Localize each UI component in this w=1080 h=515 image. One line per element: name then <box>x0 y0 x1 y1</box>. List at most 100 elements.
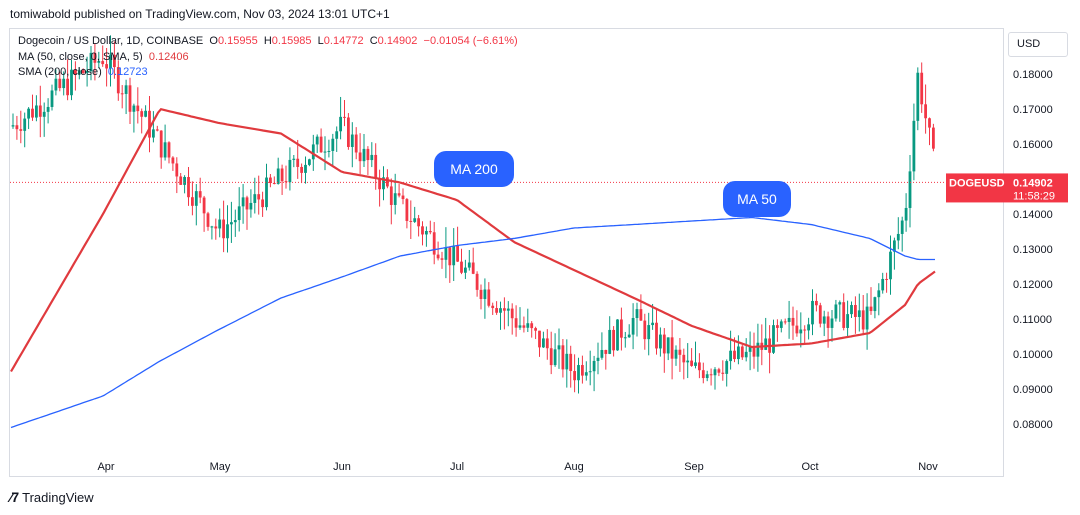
candle-body <box>834 304 838 319</box>
candle-body <box>347 117 350 147</box>
candle-body <box>272 183 276 185</box>
price-tick-label: 0.17000 <box>1013 104 1053 116</box>
candle-body <box>503 308 506 311</box>
price-tick-label: 0.09000 <box>1013 384 1053 396</box>
candle-body <box>822 316 826 324</box>
candle-body <box>475 273 479 290</box>
candle-body <box>612 329 615 351</box>
candle-body <box>460 261 463 273</box>
price-tag-box <box>946 173 1068 203</box>
candle-body <box>842 302 846 328</box>
candle-body <box>616 319 619 351</box>
candle-body <box>690 360 693 366</box>
price-tick-label: 0.08000 <box>1013 419 1053 431</box>
candle-body <box>136 105 140 112</box>
candle-body <box>194 191 198 206</box>
candle-body <box>198 191 202 198</box>
candle-body <box>924 104 927 119</box>
candle-body <box>752 346 756 357</box>
candle-body <box>896 233 900 241</box>
candle-body <box>440 258 444 260</box>
last-price-tag: DOGEUSD 0.14902 11:58:29 <box>946 173 1068 203</box>
legend-ma-row[interactable]: MA (50, close, 0, SMA, 5) 0.12406 <box>18 50 518 66</box>
candle-body <box>280 168 284 182</box>
candle-body <box>561 345 565 370</box>
candle-body <box>487 289 491 306</box>
candle-body <box>15 125 19 130</box>
candle-body <box>77 70 81 75</box>
candle-body <box>175 163 179 177</box>
chart-legend: Dogecoin / US Dollar, 1D, COINBASE O0.15… <box>18 34 518 81</box>
candle-body <box>261 199 264 208</box>
candle-body <box>292 158 296 160</box>
legend-o-label: O <box>209 35 218 47</box>
candle-body <box>881 278 885 291</box>
candle-body <box>608 329 612 354</box>
candle-body <box>857 310 861 317</box>
candle-body <box>206 213 210 227</box>
legend-sma-label: SMA (200, close) <box>18 66 102 78</box>
candle-body <box>861 310 865 330</box>
candle-body <box>315 136 319 145</box>
candle-body <box>900 220 904 234</box>
candle-body <box>799 329 803 334</box>
price-tag-symbol: DOGEUSD <box>949 177 1005 189</box>
candle-body <box>296 158 300 167</box>
legend-sma-row[interactable]: SMA (200, close) 0.12723 <box>18 65 518 81</box>
candle-body <box>253 194 257 203</box>
candle-body <box>639 309 643 321</box>
candle-body <box>319 136 323 153</box>
candle-body <box>257 194 261 200</box>
publisher-caption: tomiwabold published on TradingView.com,… <box>10 7 390 21</box>
candle-body <box>386 177 389 187</box>
candle-body <box>635 309 639 319</box>
candle-body <box>132 105 136 112</box>
ma200-label: MA 200 <box>450 161 498 177</box>
candle-body <box>448 247 452 266</box>
chart-pane[interactable] <box>9 28 1004 477</box>
price-axis: 0.180000.170000.160000.150000.140000.130… <box>1013 69 1053 431</box>
candle-body <box>105 64 108 69</box>
legend-h-label: H <box>263 35 272 47</box>
candle-body <box>265 177 268 208</box>
tradingview-brand: TradingView <box>22 489 94 505</box>
currency-selector[interactable]: USD <box>1008 32 1068 57</box>
price-tick-label: 0.13000 <box>1013 244 1053 256</box>
candle-body <box>140 111 144 117</box>
tradingview-logo-icon: ⁄7 <box>10 489 19 505</box>
candle-body <box>904 207 908 221</box>
candle-body <box>128 85 132 112</box>
candle-body <box>912 120 916 172</box>
tradingview-footer[interactable]: ⁄7 TradingView <box>10 489 94 505</box>
candle-body <box>183 177 186 185</box>
candle-body <box>483 289 487 299</box>
candle-body <box>467 262 471 268</box>
candle-body <box>187 177 190 198</box>
candle-body <box>171 157 175 164</box>
candle-body <box>725 361 729 374</box>
ma50-annotation: MA 50 <box>723 181 791 217</box>
candle-body <box>70 69 73 96</box>
candle-body <box>826 316 830 328</box>
candle-body <box>928 118 931 128</box>
candle-body <box>354 134 358 153</box>
candle-body <box>627 334 631 338</box>
candle-body <box>428 230 432 233</box>
candle-body <box>27 108 30 119</box>
candle-body <box>850 305 853 315</box>
legend-symbol[interactable]: Dogecoin / US Dollar, 1D, COINBASE <box>18 35 204 47</box>
candle-body <box>155 129 159 131</box>
candle-body <box>74 69 77 75</box>
candle-body <box>744 351 748 358</box>
candle-body <box>300 166 303 173</box>
candle-body <box>167 142 171 158</box>
candle-body <box>830 318 834 328</box>
candle-body <box>682 354 686 363</box>
price-tick-label: 0.14000 <box>1013 209 1053 221</box>
candle-body <box>776 325 779 328</box>
candle-body <box>662 334 666 354</box>
candle-body <box>389 186 393 205</box>
candle-body <box>538 330 541 348</box>
candle-body <box>779 321 783 328</box>
